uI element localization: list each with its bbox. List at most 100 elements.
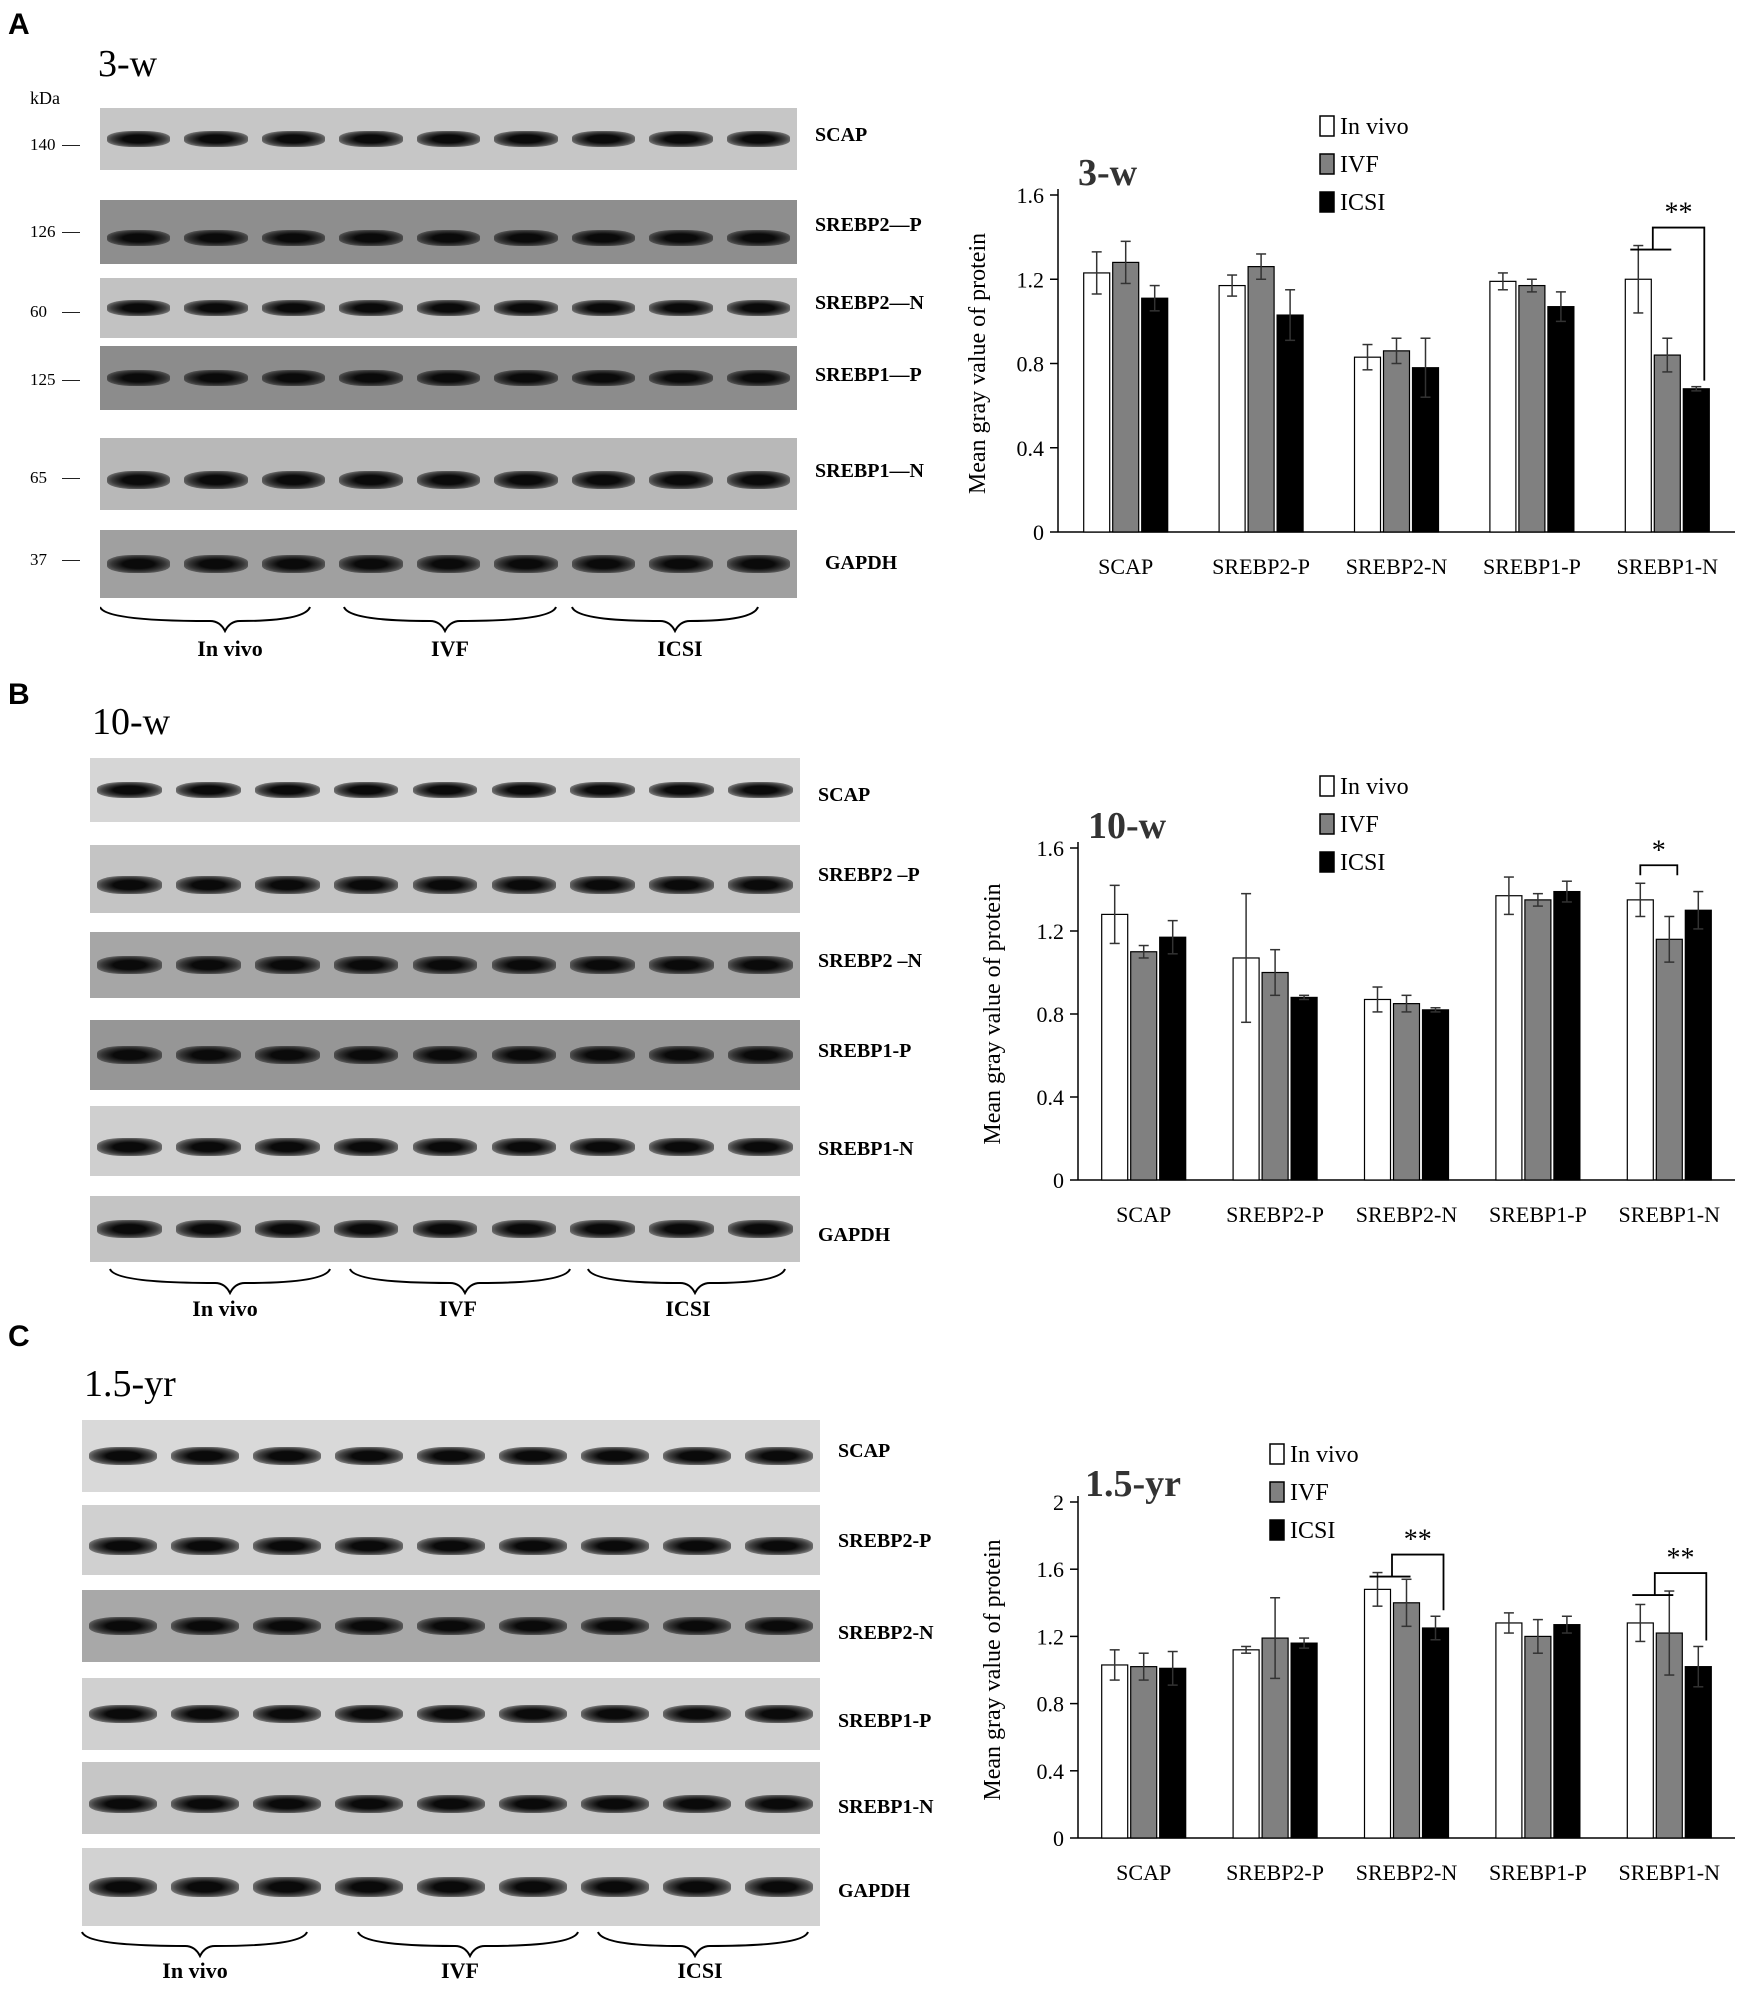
band-label: GAPDH — [838, 1880, 911, 1902]
chart-title: 1.5-yr — [1085, 1463, 1181, 1505]
blot-band — [97, 956, 162, 974]
blot-band — [333, 1045, 399, 1065]
blot-band — [184, 130, 248, 148]
blot-band — [745, 1616, 813, 1636]
chart-title: 3-w — [1078, 152, 1138, 194]
blot-band — [417, 1794, 485, 1814]
blot-band — [726, 369, 791, 387]
y-tick-label: 0.4 — [1017, 436, 1045, 461]
blot-band — [491, 876, 557, 894]
legend-swatch — [1319, 813, 1335, 835]
band-label: GAPDH — [818, 1224, 891, 1246]
bar — [1626, 899, 1654, 1181]
western-blot-strip — [82, 1420, 820, 1492]
significance-label: ** — [1667, 1543, 1695, 1574]
blot-band — [175, 956, 241, 974]
bar — [1083, 272, 1111, 533]
legend-label: In vivo — [1340, 774, 1409, 800]
bar — [1130, 1666, 1158, 1839]
blot-band — [261, 130, 326, 148]
x-tick-label: SREBP1-N — [1619, 1202, 1721, 1227]
blot-title-b: 10-w — [92, 701, 171, 743]
legend-swatch — [1269, 1443, 1285, 1465]
blot-band — [571, 130, 636, 148]
band-label: SREBP1-P — [818, 1040, 912, 1062]
bar — [1363, 998, 1392, 1181]
blot-band — [335, 1704, 403, 1724]
blot-band — [728, 1220, 793, 1238]
bar — [1218, 284, 1246, 533]
group-label: IVF — [431, 636, 469, 661]
western-blot-strip — [100, 346, 797, 410]
blot-band — [412, 876, 478, 894]
western-blot-strip — [90, 1020, 800, 1090]
blot-band — [745, 1446, 813, 1466]
blot-band — [416, 470, 481, 490]
blot-band — [663, 1704, 731, 1724]
blot-band — [97, 1137, 162, 1157]
bar — [1655, 938, 1683, 1181]
blot-band — [89, 1876, 157, 1898]
blot-band — [494, 229, 558, 247]
y-tick-label: 0 — [1053, 1826, 1064, 1851]
x-tick-label: SREBP2-N — [1356, 1202, 1458, 1227]
blot-band — [649, 130, 713, 148]
kda-label: kDa — [30, 88, 60, 108]
group-label: ICSI — [677, 1958, 723, 1983]
legend-label: ICSI — [1290, 1518, 1335, 1544]
blot-band — [581, 1616, 649, 1636]
blot-band — [171, 1616, 239, 1636]
blot-band — [649, 555, 713, 573]
blot-band — [663, 1794, 731, 1814]
blot-band — [663, 1536, 731, 1556]
blot-title-a: 3-w — [98, 43, 158, 85]
blot-band — [499, 1536, 567, 1556]
blot-band — [663, 1876, 731, 1898]
bar — [1101, 913, 1129, 1181]
blot-band — [175, 1137, 241, 1157]
bar — [1624, 278, 1652, 533]
blot-band — [89, 1794, 157, 1814]
blot-band — [89, 1704, 157, 1724]
blot-band — [175, 781, 241, 799]
mw-label: 125 — [30, 370, 56, 389]
blot-band — [728, 876, 793, 894]
y-tick-label: 1.2 — [1017, 267, 1045, 292]
blot-band — [491, 781, 557, 799]
blot-band — [726, 555, 791, 573]
bar — [1495, 1622, 1523, 1839]
panel-letter-c: C — [8, 1320, 30, 1353]
blot-band — [253, 1876, 321, 1898]
western-blot-strip — [100, 278, 797, 338]
blot-band — [417, 1876, 485, 1898]
y-tick-label: 0.4 — [1037, 1759, 1065, 1784]
bar — [1682, 388, 1710, 533]
band-label: SREBP2 –P — [818, 864, 920, 886]
bar — [1684, 1666, 1712, 1839]
bar — [1489, 280, 1517, 533]
legend-swatch — [1319, 775, 1335, 797]
blot-band — [333, 1220, 399, 1238]
panel-letter-a: A — [8, 8, 30, 41]
blot-band — [261, 470, 326, 490]
bar — [1290, 996, 1318, 1181]
group-label: In vivo — [197, 636, 263, 661]
panel-letter-b: B — [8, 678, 30, 711]
blot-band — [416, 300, 481, 316]
blot-band — [494, 555, 558, 573]
mw-tick — [62, 560, 80, 561]
blot-band — [571, 300, 636, 316]
y-tick-label: 1.2 — [1037, 1624, 1065, 1649]
band-label: SREBP2—N — [815, 292, 924, 314]
blot-band — [171, 1794, 239, 1814]
bar — [1524, 1635, 1552, 1839]
blot-band — [571, 555, 636, 573]
blot-band — [726, 470, 791, 490]
blot-band — [726, 229, 791, 247]
legend-swatch — [1269, 1519, 1285, 1541]
blot-band — [253, 1704, 321, 1724]
bar — [1518, 284, 1546, 533]
legend-label: IVF — [1290, 1480, 1329, 1506]
mw-tick — [62, 478, 80, 479]
blot-band — [333, 956, 399, 974]
